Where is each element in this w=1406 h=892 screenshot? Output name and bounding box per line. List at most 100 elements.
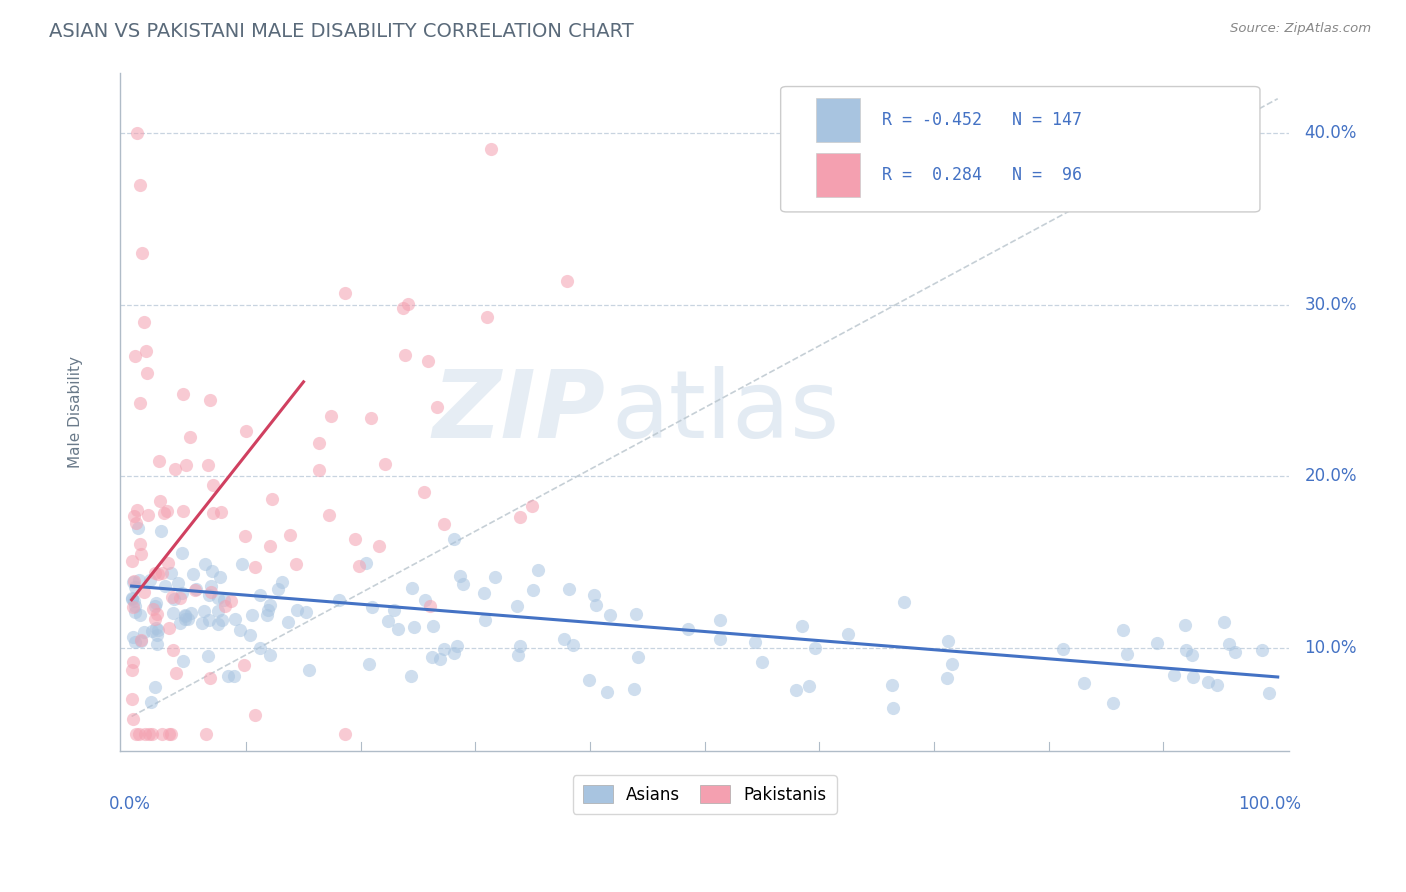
Point — [235, 425, 257, 439]
Point — [1052, 642, 1074, 657]
Point — [131, 633, 153, 648]
Point — [160, 726, 183, 740]
Point — [561, 638, 583, 652]
Point — [751, 655, 773, 669]
Point — [1181, 648, 1204, 662]
Point — [627, 650, 650, 665]
Point — [134, 726, 156, 740]
Point — [180, 607, 202, 621]
Point — [422, 649, 444, 664]
Point — [152, 566, 174, 581]
Point — [193, 604, 215, 618]
Point — [121, 692, 143, 706]
Point — [429, 651, 451, 665]
Point — [125, 726, 148, 740]
Point — [343, 532, 366, 546]
Point — [1257, 686, 1279, 700]
Point — [479, 142, 502, 156]
Point — [1205, 678, 1227, 692]
Point — [222, 669, 245, 683]
Point — [285, 603, 308, 617]
Point — [162, 643, 184, 657]
Point — [127, 521, 149, 535]
Point — [200, 579, 222, 593]
Point — [148, 566, 170, 581]
Point — [124, 599, 146, 613]
Point — [368, 540, 391, 554]
Point — [936, 672, 959, 686]
Point — [141, 695, 163, 709]
Point — [256, 608, 278, 623]
Point — [122, 508, 145, 523]
Bar — [815, 98, 860, 143]
Point — [277, 615, 299, 629]
Point — [157, 621, 180, 635]
Point — [432, 642, 454, 657]
Point — [394, 348, 416, 362]
Point — [176, 458, 198, 472]
Point — [153, 578, 176, 592]
Point — [167, 575, 190, 590]
Point — [207, 591, 229, 605]
Point — [128, 396, 150, 410]
Point — [520, 500, 543, 514]
Point — [333, 726, 356, 740]
Point — [259, 598, 281, 612]
Point — [122, 574, 145, 589]
Point — [401, 581, 423, 595]
Point — [506, 599, 529, 614]
Point — [124, 580, 146, 594]
Point — [792, 619, 814, 633]
Point — [143, 599, 166, 614]
Point — [360, 410, 382, 425]
Point — [249, 588, 271, 602]
Point — [121, 712, 143, 726]
Text: R = -0.452   N = 147: R = -0.452 N = 147 — [883, 112, 1083, 129]
Point — [347, 559, 370, 574]
Point — [509, 510, 531, 524]
Point — [124, 635, 146, 649]
Point — [785, 683, 807, 698]
Point — [360, 600, 382, 615]
Text: Source: ZipAtlas.com: Source: ZipAtlas.com — [1230, 22, 1371, 36]
Point — [127, 126, 149, 140]
Point — [160, 566, 183, 580]
Point — [172, 504, 194, 518]
Point — [124, 350, 146, 364]
Point — [308, 462, 330, 476]
Point — [1073, 676, 1095, 690]
Point — [396, 296, 419, 310]
Point — [145, 628, 167, 642]
Point — [149, 493, 172, 508]
Point — [121, 592, 143, 607]
Point — [125, 516, 148, 531]
Text: 100.0%: 100.0% — [1237, 795, 1301, 813]
Point — [1174, 618, 1197, 632]
Text: 40.0%: 40.0% — [1305, 124, 1357, 142]
Point — [596, 685, 619, 699]
Point — [135, 366, 157, 380]
Point — [1111, 624, 1133, 638]
Point — [207, 617, 229, 632]
Point — [174, 608, 197, 623]
Point — [451, 577, 474, 591]
Point — [267, 582, 290, 597]
Point — [179, 430, 201, 444]
Point — [474, 614, 496, 628]
Point — [198, 613, 221, 627]
Point — [214, 599, 236, 614]
Point — [217, 669, 239, 683]
Point — [169, 591, 191, 605]
Point — [122, 631, 145, 645]
Point — [169, 615, 191, 630]
Point — [224, 612, 246, 626]
Point — [555, 274, 578, 288]
Point — [582, 588, 605, 602]
Point — [443, 646, 465, 660]
Point — [122, 656, 145, 670]
Point — [143, 680, 166, 694]
Point — [335, 286, 357, 301]
Point — [174, 608, 197, 623]
Point — [678, 622, 700, 636]
Point — [198, 588, 221, 602]
